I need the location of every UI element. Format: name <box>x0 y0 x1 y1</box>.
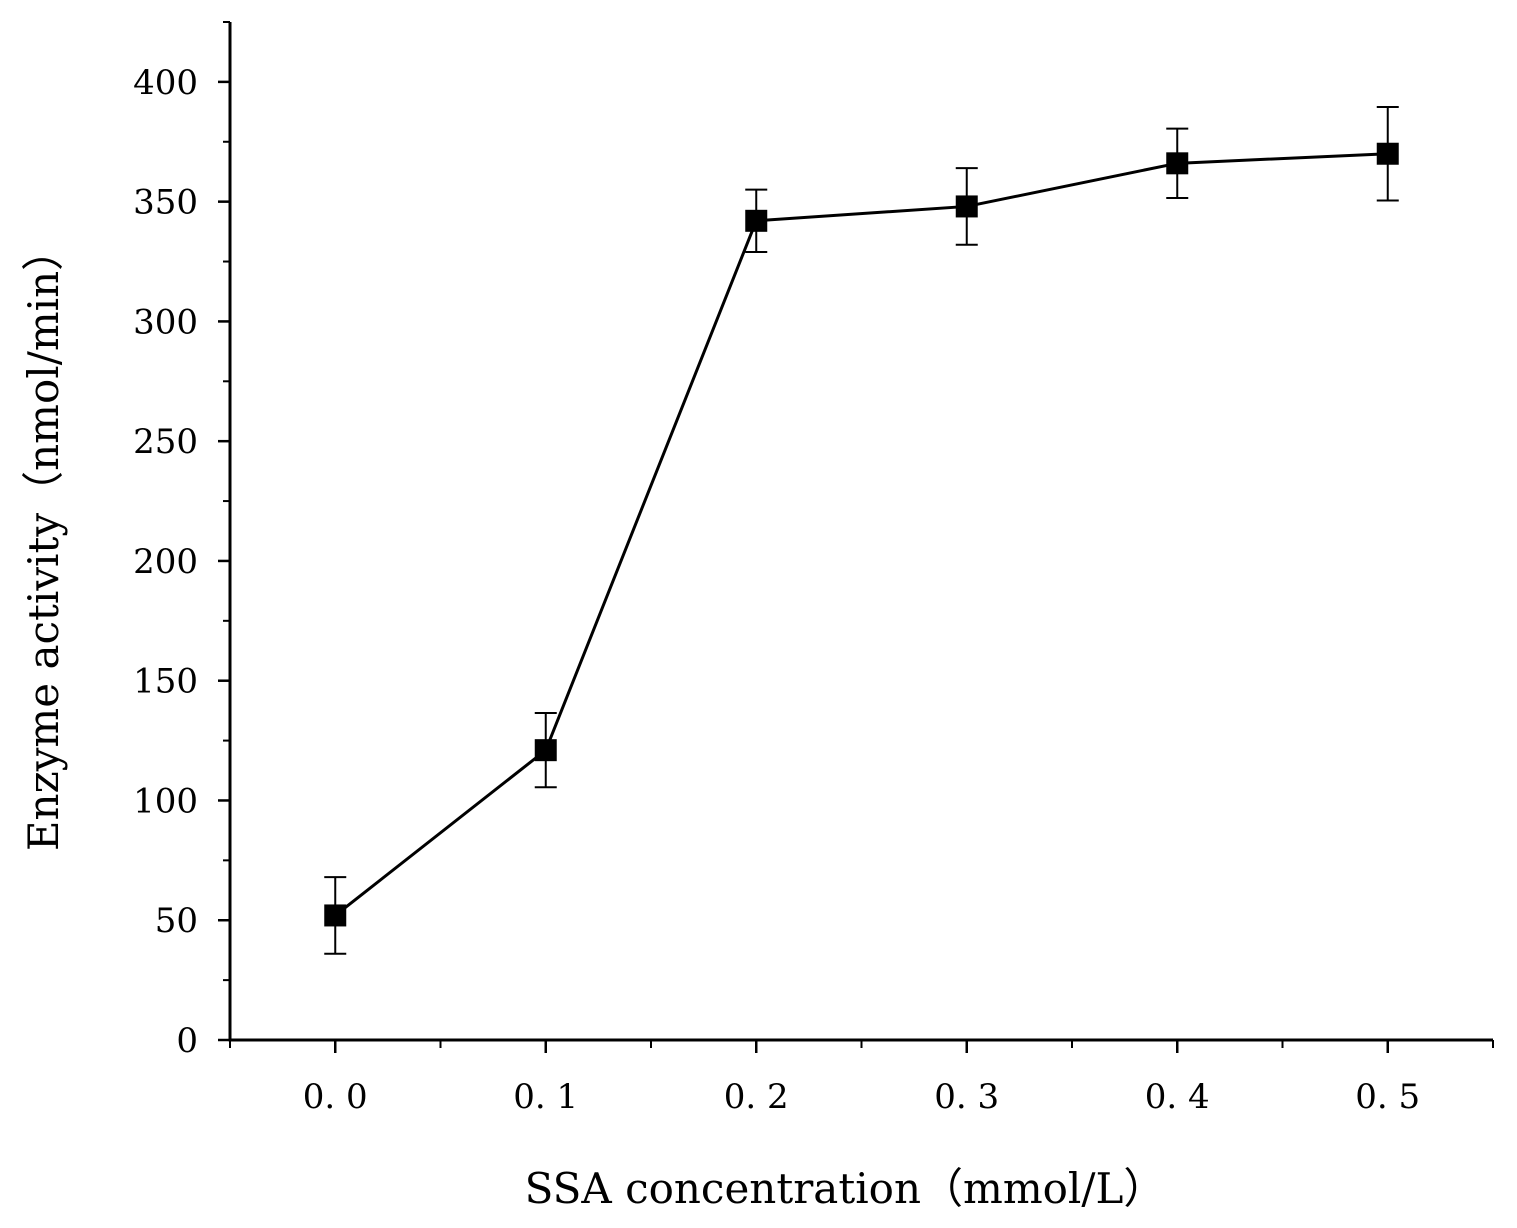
y-axis-title: Enzyme activity（nmol/min） <box>19 229 68 851</box>
data-point-marker <box>1166 152 1189 175</box>
x-tick-label: 0. 1 <box>513 1077 578 1117</box>
y-tick-label: 150 <box>133 662 198 702</box>
y-tick-label: 300 <box>133 302 198 342</box>
y-tick-label: 50 <box>155 901 198 941</box>
x-tick-label: 0. 3 <box>934 1077 999 1117</box>
x-ticks: 0. 0 0. 1 0. 2 0. 3 0. 4 0. 5 <box>229 1040 1494 1117</box>
y-tick-label: 400 <box>133 63 198 103</box>
y-tick-label: 0 <box>176 1021 198 1061</box>
x-tick-label: 0. 0 <box>303 1077 368 1117</box>
data-point-marker <box>955 195 978 218</box>
x-tick-label: 0. 4 <box>1145 1077 1210 1117</box>
data-point-marker <box>745 209 768 232</box>
series-line <box>334 152 1388 917</box>
axes <box>228 22 1493 1042</box>
y-tick-label: 350 <box>133 183 198 223</box>
x-tick-label: 0. 2 <box>724 1077 789 1117</box>
y-tick-label: 200 <box>133 542 198 582</box>
data-point-marker <box>1376 142 1399 165</box>
y-tick-label: 250 <box>133 422 198 462</box>
x-tick-label: 0. 5 <box>1355 1077 1420 1117</box>
data-point-marker <box>534 739 557 762</box>
y-ticks: 0 50 100 150 200 250 300 350 400 <box>133 21 230 1061</box>
y-tick-label: 100 <box>133 781 198 821</box>
data-point-marker <box>324 904 347 927</box>
series-layer <box>324 106 1399 955</box>
x-axis-title: SSA concentration（mmol/L） <box>525 1164 1166 1213</box>
